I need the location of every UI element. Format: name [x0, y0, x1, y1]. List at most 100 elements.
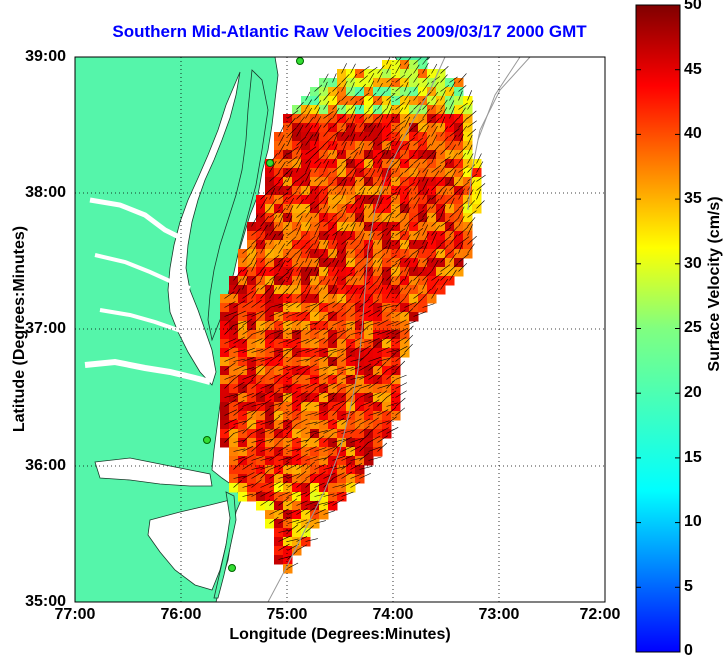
- velocity-cell: [319, 321, 329, 331]
- velocity-cell: [220, 303, 230, 313]
- velocity-cell: [373, 267, 383, 277]
- velocity-cell: [328, 456, 338, 466]
- velocity-cell: [364, 402, 374, 412]
- velocity-arrow: [395, 120, 406, 128]
- y-tick-label: 37:00: [25, 320, 66, 337]
- velocity-cell: [328, 492, 338, 502]
- velocity-arrow: [368, 299, 379, 308]
- velocity-arrow: [467, 153, 474, 164]
- velocity-cell: [382, 123, 392, 133]
- velocity-cell: [328, 204, 338, 214]
- velocity-arrow: [368, 446, 382, 452]
- velocity-arrow: [404, 172, 414, 182]
- velocity-cell: [274, 258, 284, 268]
- velocity-arrow: [269, 181, 280, 191]
- velocity-arrow: [341, 308, 352, 317]
- velocity-arrow: [341, 172, 352, 182]
- velocity-arrow: [350, 389, 360, 398]
- velocity-arrow: [251, 299, 262, 308]
- velocity-arrow: [278, 474, 290, 479]
- velocity-arrow: [332, 164, 343, 173]
- velocity-arrow: [260, 224, 268, 236]
- velocity-cell: [301, 96, 311, 106]
- velocity-cell: [355, 312, 365, 322]
- velocity-cell: [274, 411, 284, 421]
- velocity-cell: [373, 303, 383, 313]
- velocity-cell: [220, 348, 230, 358]
- velocity-cell: [391, 123, 401, 133]
- velocity-cell: [310, 474, 320, 484]
- velocity-arrow: [314, 133, 320, 146]
- velocity-arrow: [260, 490, 273, 497]
- bathymetry-contour: [267, 57, 446, 602]
- pamlico-sound: [147, 499, 233, 591]
- velocity-arrow: [269, 497, 278, 506]
- velocity-arrow: [278, 535, 291, 542]
- velocity-arrow: [278, 410, 290, 416]
- map-title: Southern Mid-Atlantic Raw Velocities 200…: [112, 22, 587, 41]
- velocity-cell: [328, 267, 338, 277]
- velocity-arrow: [449, 100, 455, 110]
- bathymetry-contour-shelf: [477, 57, 521, 141]
- velocity-arrow: [287, 330, 299, 335]
- velocity-cell: [445, 150, 455, 160]
- velocity-arrow: [413, 155, 423, 164]
- velocity-cell: [328, 366, 338, 376]
- velocity-arrow: [350, 261, 360, 272]
- velocity-arrow: [413, 57, 422, 65]
- velocity-arrow: [359, 164, 371, 173]
- velocity-cell: [364, 303, 374, 313]
- velocity-arrow: [233, 407, 244, 416]
- velocity-cell: [292, 186, 302, 196]
- velocity-arrow: [224, 399, 237, 407]
- velocity-arrow: [341, 241, 349, 254]
- velocity-cell: [247, 321, 257, 331]
- velocity-cell: [319, 204, 329, 214]
- velocity-cell: [418, 240, 428, 250]
- velocity-arrow: [260, 428, 274, 434]
- velocity-arrow: [422, 62, 429, 74]
- velocity-arrow: [314, 154, 325, 164]
- velocity-cell: [373, 420, 383, 430]
- velocity-arrow: [368, 108, 377, 119]
- velocity-cell: [454, 123, 464, 133]
- velocity-arrow: [377, 435, 388, 443]
- velocity-cell: [238, 474, 248, 484]
- velocity-cell: [364, 357, 374, 367]
- velocity-arrow: [332, 418, 345, 425]
- velocity-cell: [346, 231, 356, 241]
- velocity-cell: [274, 429, 284, 439]
- velocity-arrow: [413, 127, 424, 137]
- velocity-cell: [346, 303, 356, 313]
- velocity-cell: [283, 519, 293, 529]
- velocity-cell: [319, 159, 329, 169]
- velocity-cell: [310, 123, 320, 133]
- velocity-arrow: [278, 260, 286, 272]
- velocity-arrow: [350, 163, 360, 173]
- velocity-arrow: [449, 197, 455, 209]
- velocity-arrow: [449, 269, 457, 281]
- velocity-arrow: [314, 254, 324, 263]
- velocity-arrow: [224, 311, 238, 317]
- velocity-arrow: [341, 125, 350, 137]
- velocity-cell: [319, 276, 329, 286]
- velocity-cell: [436, 78, 446, 88]
- velocity-arrow: [296, 418, 308, 425]
- velocity-cell: [283, 546, 293, 556]
- velocity-arrow: [404, 90, 412, 101]
- velocity-arrow: [296, 507, 308, 515]
- velocity-arrow: [287, 408, 298, 416]
- velocity-arrow: [368, 417, 379, 425]
- velocity-arrow: [242, 401, 255, 407]
- velocity-arrow: [404, 206, 411, 218]
- velocity-cell: [454, 258, 464, 268]
- velocity-cell: [283, 150, 293, 160]
- velocity-arrow: [269, 402, 283, 407]
- velocity-arrow: [359, 452, 370, 461]
- velocity-cell: [310, 249, 320, 259]
- velocity-arrow: [404, 63, 410, 74]
- velocity-arrow: [233, 336, 245, 344]
- y-tick-label: 39:00: [25, 48, 66, 65]
- velocity-arrow: [305, 286, 312, 299]
- velocity-arrow: [332, 466, 346, 470]
